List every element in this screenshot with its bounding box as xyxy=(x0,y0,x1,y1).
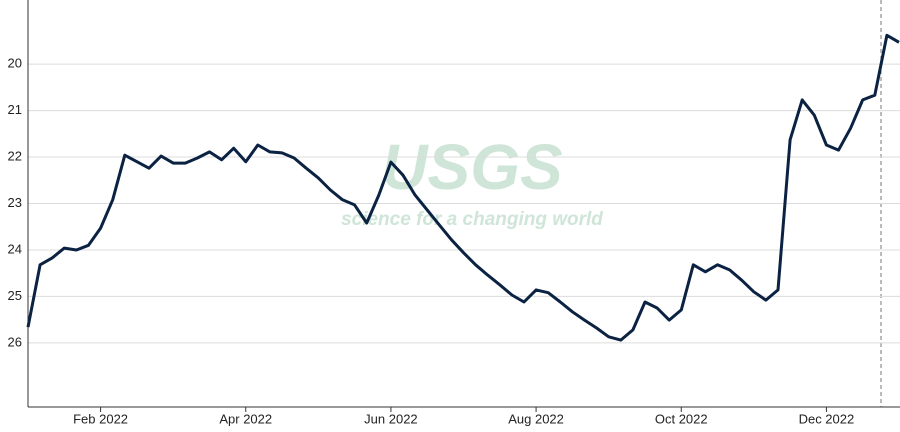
y-tick-label: 22 xyxy=(8,148,22,163)
y-tick-label: 21 xyxy=(8,102,22,117)
watermark-subtitle: science for a changing world xyxy=(341,209,603,230)
y-tick-label: 25 xyxy=(8,288,22,303)
x-tick-label: Feb 2022 xyxy=(73,411,128,426)
x-tick-label: Dec 2022 xyxy=(799,411,855,426)
y-tick-label: 20 xyxy=(8,56,22,71)
watermark-title: USGS xyxy=(381,131,563,203)
x-tick-label: Jun 2022 xyxy=(364,411,418,426)
y-tick-label: 23 xyxy=(8,195,22,210)
y-tick-label: 24 xyxy=(8,241,22,256)
x-tick-label: Aug 2022 xyxy=(508,411,564,426)
x-tick-label: Apr 2022 xyxy=(219,411,272,426)
series-line xyxy=(26,33,900,342)
x-tick-label: Oct 2022 xyxy=(655,411,708,426)
y-tick-label: 26 xyxy=(8,334,22,349)
